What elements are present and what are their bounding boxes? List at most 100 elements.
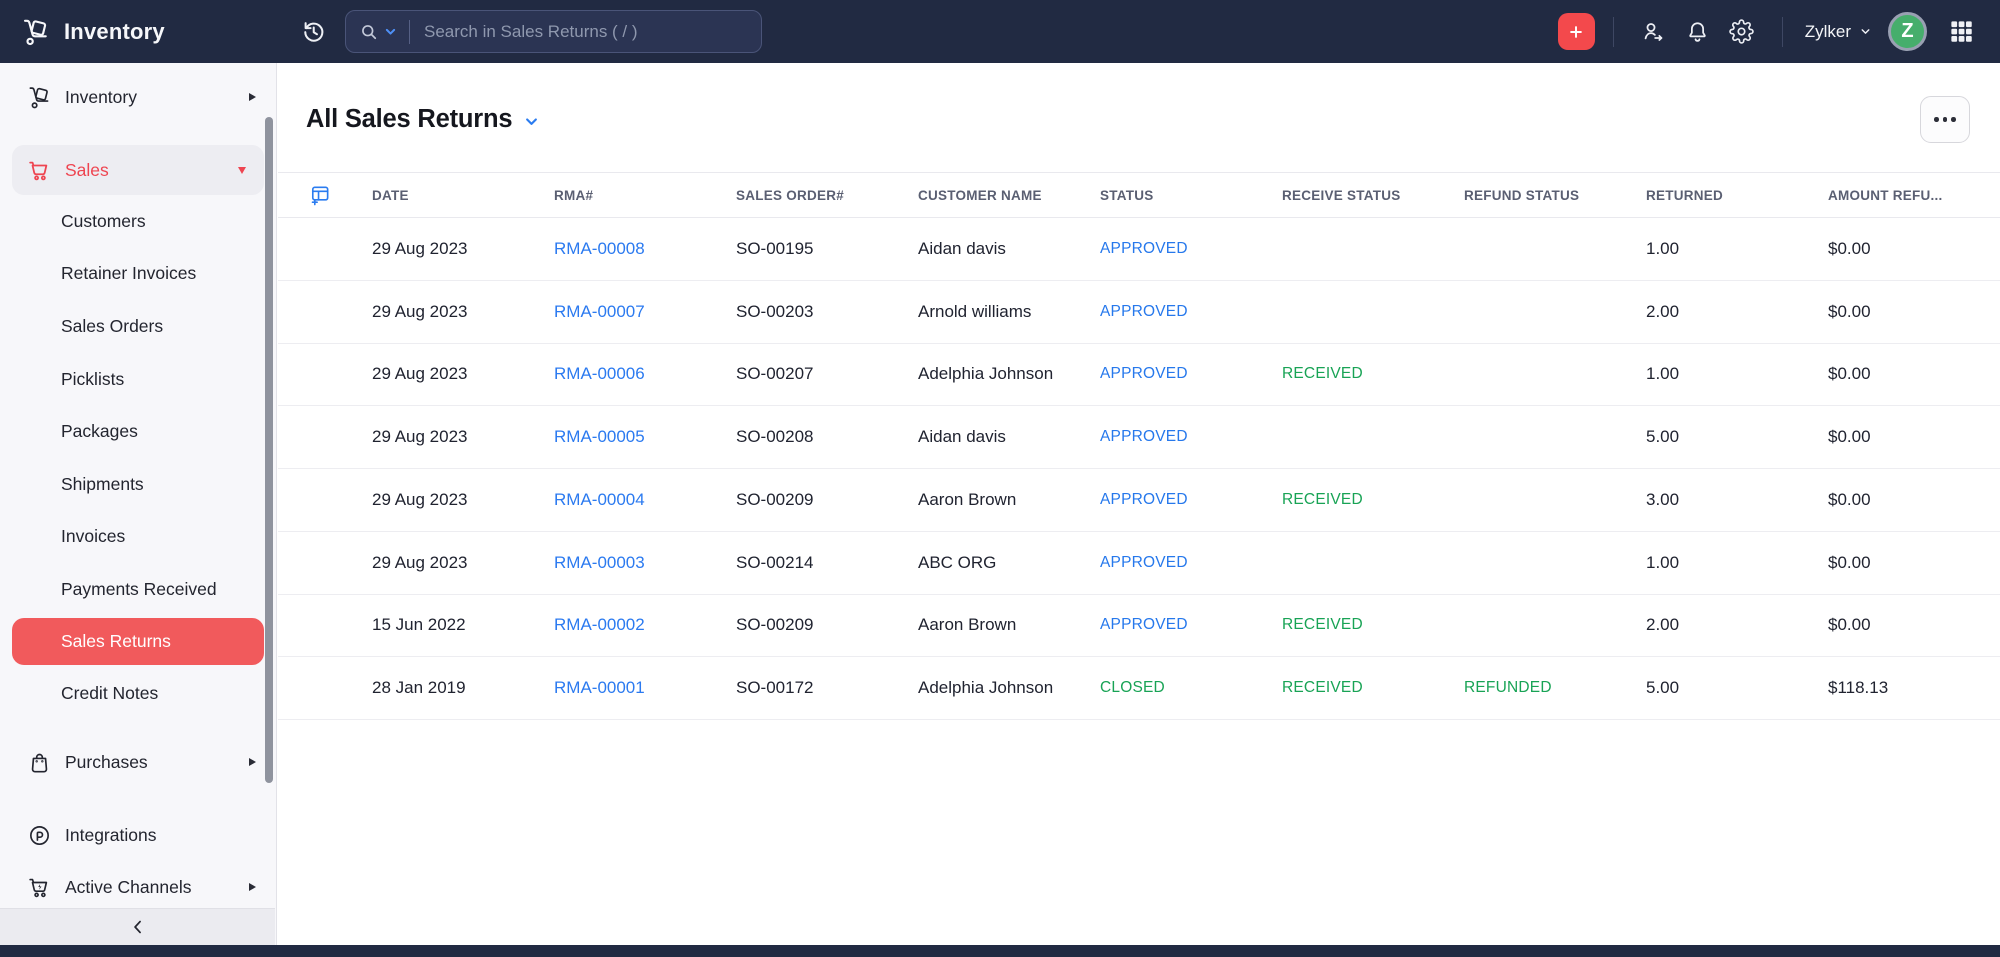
sidebar-item-inventory[interactable]: Inventory <box>0 75 276 119</box>
cell-returned: 3.00 <box>1646 489 1680 509</box>
sidebar-subitem-label: Sales Returns <box>61 630 171 651</box>
sidebar-subitem-label: Retainer Invoices <box>61 263 197 284</box>
table-row[interactable]: 29 Aug 2023 RMA-00006 SO-00207 Adelphia … <box>278 344 2000 407</box>
column-header[interactable]: AMOUNT REFU... <box>1828 187 1943 203</box>
table-body: 29 Aug 2023 RMA-00008 SO-00195 Aidan dav… <box>278 218 2000 720</box>
plus-icon <box>1567 23 1585 41</box>
sidebar-subitem[interactable]: Shipments <box>0 458 276 511</box>
column-header[interactable]: RMA# <box>554 187 594 203</box>
quick-create-button[interactable] <box>1557 13 1595 50</box>
sidebar-subitem[interactable]: Sales Orders <box>0 300 276 353</box>
cell-customer-name: Aidan davis <box>918 427 1006 447</box>
cell-date: 29 Aug 2023 <box>372 489 468 509</box>
title-dropdown[interactable] <box>522 112 541 131</box>
sidebar-subitem[interactable]: Picklists <box>0 353 276 406</box>
table-row[interactable]: 29 Aug 2023 RMA-00008 SO-00195 Aidan dav… <box>278 218 2000 281</box>
more-icon <box>1934 117 1939 122</box>
avatar-letter: Z <box>1901 20 1914 42</box>
cell-status: CLOSED <box>1100 679 1165 697</box>
cell-customer-name: Arnold williams <box>918 301 1032 321</box>
sidebar-collapse-button[interactable] <box>0 908 275 945</box>
cell-amount-refunded: $0.00 <box>1828 552 1871 572</box>
sidebar-subitem[interactable]: Invoices <box>0 511 276 564</box>
avatar[interactable]: Z <box>1888 12 1927 51</box>
sidebar-subitem-label: Picklists <box>61 368 125 389</box>
cell-status: APPROVED <box>1100 428 1188 446</box>
column-header[interactable]: RECEIVE STATUS <box>1282 187 1401 203</box>
users-icon[interactable] <box>1638 16 1670 48</box>
sidebar-scrollbar[interactable] <box>265 117 273 783</box>
cell-sales-order: SO-00208 <box>736 427 814 447</box>
topbar-divider <box>1612 16 1614 47</box>
column-header[interactable]: DATE <box>372 187 409 203</box>
rma-link[interactable]: RMA-00008 <box>554 238 645 258</box>
gear-icon[interactable] <box>1726 16 1758 48</box>
sidebar-subitem-label: Customers <box>61 210 146 231</box>
more-icon <box>1942 117 1948 122</box>
history-icon[interactable] <box>297 16 329 48</box>
table-row[interactable]: 15 Jun 2022 RMA-00002 SO-00209 Aaron Bro… <box>278 595 2000 658</box>
column-header[interactable]: CUSTOMER NAME <box>918 187 1042 203</box>
cell-returned: 2.00 <box>1646 615 1680 635</box>
cart-icon <box>27 158 52 183</box>
page-title: All Sales Returns <box>306 105 513 133</box>
sidebar-item-purchases[interactable]: Purchases <box>0 736 276 788</box>
topbar: Inventory <box>0 0 2000 63</box>
table-row[interactable]: 29 Aug 2023 RMA-00005 SO-00208 Aidan dav… <box>278 406 2000 469</box>
sidebar-item-integrations[interactable]: Integrations <box>0 809 276 861</box>
org-menu[interactable]: Zylker <box>1805 22 1872 42</box>
app-name: Inventory <box>64 18 165 44</box>
sidebar-item-label: Active Channels <box>65 876 192 897</box>
rma-link[interactable]: RMA-00005 <box>554 427 645 447</box>
cell-receive-status: RECEIVED <box>1282 365 1363 383</box>
cell-date: 29 Aug 2023 <box>372 238 468 258</box>
cell-returned: 1.00 <box>1646 552 1680 572</box>
sidebar: Inventory Sales Customers Retainer Invoi… <box>0 63 277 945</box>
rma-link[interactable]: RMA-00007 <box>554 301 645 321</box>
sidebar-item-sales[interactable]: Sales <box>12 145 264 195</box>
customize-columns-icon[interactable] <box>278 184 372 207</box>
rma-link[interactable]: RMA-00006 <box>554 364 645 384</box>
table-row[interactable]: 29 Aug 2023 RMA-00007 SO-00203 Arnold wi… <box>278 281 2000 344</box>
cell-amount-refunded: $0.00 <box>1828 489 1871 509</box>
cell-status: APPROVED <box>1100 239 1188 257</box>
table-row[interactable]: 28 Jan 2019 RMA-00001 SO-00172 Adelphia … <box>278 657 2000 720</box>
search-icon <box>359 22 379 42</box>
cell-amount-refunded: $0.00 <box>1828 238 1871 258</box>
apps-grid-icon[interactable] <box>1946 17 1976 47</box>
column-header[interactable]: REFUND STATUS <box>1464 187 1580 203</box>
sidebar-subitem-label: Sales Orders <box>61 315 164 336</box>
sidebar-subitem[interactable]: Customers <box>0 195 276 248</box>
cell-sales-order: SO-00195 <box>736 238 814 258</box>
sidebar-item-label: Sales <box>65 159 109 180</box>
inventory-logo-icon <box>21 17 51 47</box>
table-row[interactable]: 29 Aug 2023 RMA-00004 SO-00209 Aaron Bro… <box>278 469 2000 532</box>
rma-link[interactable]: RMA-00001 <box>554 678 645 698</box>
sidebar-item-active-channels[interactable]: Active Channels <box>0 861 276 913</box>
search-scope-dropdown[interactable] <box>359 22 397 42</box>
sidebar-subitem-label: Invoices <box>61 526 126 547</box>
sidebar-subitem[interactable]: Credit Notes <box>0 667 276 720</box>
column-header[interactable]: SALES ORDER# <box>736 187 845 203</box>
rma-link[interactable]: RMA-00003 <box>554 552 645 572</box>
search-input[interactable] <box>422 20 748 43</box>
more-button[interactable] <box>1920 96 1970 143</box>
app-logo[interactable]: Inventory <box>0 0 277 63</box>
cell-customer-name: ABC ORG <box>918 552 997 572</box>
cell-status: APPROVED <box>1100 616 1188 634</box>
rma-link[interactable]: RMA-00002 <box>554 615 645 635</box>
sidebar-subitem[interactable]: Payments Received <box>0 563 276 616</box>
sidebar-subitem[interactable]: Retainer Invoices <box>0 248 276 301</box>
sidebar-subitem[interactable]: Packages <box>0 405 276 458</box>
column-header[interactable]: RETURNED <box>1646 187 1724 203</box>
bell-icon[interactable] <box>1682 16 1714 48</box>
cell-sales-order: SO-00209 <box>736 489 814 509</box>
cell-customer-name: Adelphia Johnson <box>918 678 1054 698</box>
org-name: Zylker <box>1804 21 1851 41</box>
cell-customer-name: Aidan davis <box>918 238 1006 258</box>
column-header[interactable]: STATUS <box>1100 187 1154 203</box>
table-row[interactable]: 29 Aug 2023 RMA-00003 SO-00214 ABC ORG A… <box>278 532 2000 595</box>
cell-sales-order: SO-00203 <box>736 301 814 321</box>
sidebar-subitem[interactable]: Sales Returns <box>12 617 264 665</box>
rma-link[interactable]: RMA-00004 <box>554 489 645 509</box>
